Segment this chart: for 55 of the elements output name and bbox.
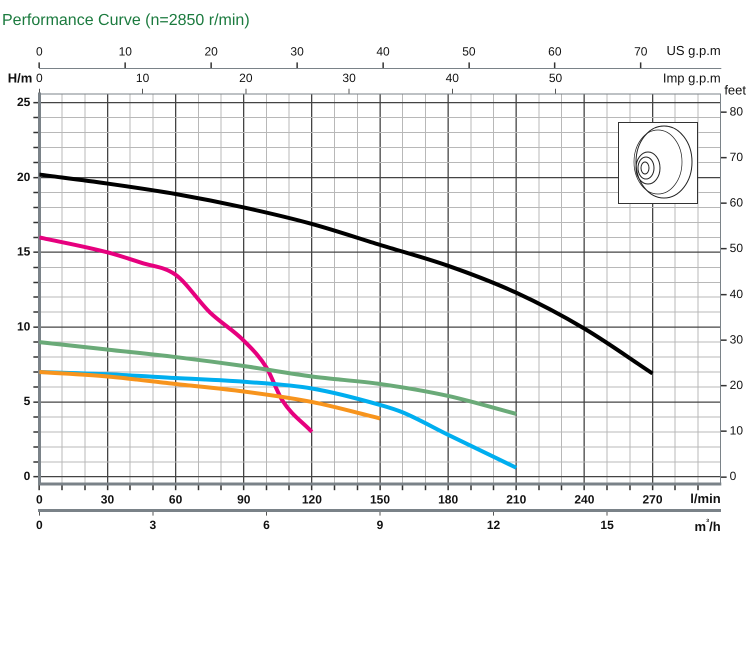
x-tick-label: 30: [100, 492, 114, 507]
x-tick-label: 150: [370, 492, 390, 507]
y2-tick-label: 20: [730, 378, 744, 392]
x-tick-label: 60: [168, 492, 183, 507]
y-tick-label: 20: [16, 170, 31, 184]
text: 0: [36, 70, 44, 85]
text: 9: [376, 518, 384, 532]
y2-tick-label: 80: [730, 104, 744, 118]
text: 40: [446, 70, 460, 85]
line-series: [39, 235, 314, 434]
x-tick-label: 0: [36, 492, 44, 507]
y2-tick-label: 40: [730, 286, 744, 301]
y-tick-label: 5: [24, 394, 31, 408]
text: 15: [600, 518, 614, 532]
text: 30: [342, 70, 356, 85]
y2-axis-title: feet: [724, 82, 746, 98]
text: 0: [36, 518, 44, 532]
y2-tick-label: 30: [730, 332, 744, 346]
line-series: [39, 172, 655, 376]
text: 3: [150, 518, 157, 532]
text: 6: [263, 518, 270, 532]
y-tick-label: 25: [16, 95, 31, 110]
y-tick-label: 0: [24, 469, 31, 484]
text: 20: [239, 70, 253, 85]
x-tick-label: 270: [642, 492, 663, 507]
x-tick-label: 210: [506, 492, 527, 507]
y2-tick-label: 0: [730, 469, 737, 484]
x2-tick-label: 20: [204, 44, 218, 59]
chart-title: Performance Curve (n=2850 r/min): [2, 12, 250, 30]
y-tick-label: 10: [16, 319, 31, 334]
text: 12: [486, 518, 501, 532]
y2-tick-label: 10: [730, 424, 744, 438]
x2-axis-title: US g.p.m: [666, 42, 721, 58]
x-tick-label: 180: [438, 492, 458, 507]
text: 50: [548, 70, 563, 85]
line-series: [39, 340, 518, 416]
x2-tick-label: 70: [634, 44, 648, 59]
x-tick-label: 90: [237, 492, 251, 507]
text: Imp g.p.m: [662, 70, 721, 86]
text: 10: [136, 70, 150, 85]
x-tick-label: 120: [302, 492, 322, 507]
y2-tick-label: 60: [730, 196, 744, 210]
line-series: [39, 370, 382, 420]
x2-tick-label: 0: [36, 44, 44, 59]
y2-tick-label: 70: [730, 150, 744, 164]
y2-tick-label: 50: [730, 241, 744, 256]
x-axis-title: l/min: [690, 490, 721, 506]
x2-tick-label: 30: [290, 44, 304, 59]
y-tick-label: 15: [16, 244, 31, 259]
x2-tick-label: 10: [118, 44, 132, 59]
x2-tick-label: 40: [376, 44, 390, 59]
x-tick-label: 240: [574, 492, 595, 507]
x2-tick-label: 50: [462, 44, 476, 59]
y-axis-title: H/m: [8, 70, 32, 86]
x2-tick-label: 60: [548, 44, 562, 59]
